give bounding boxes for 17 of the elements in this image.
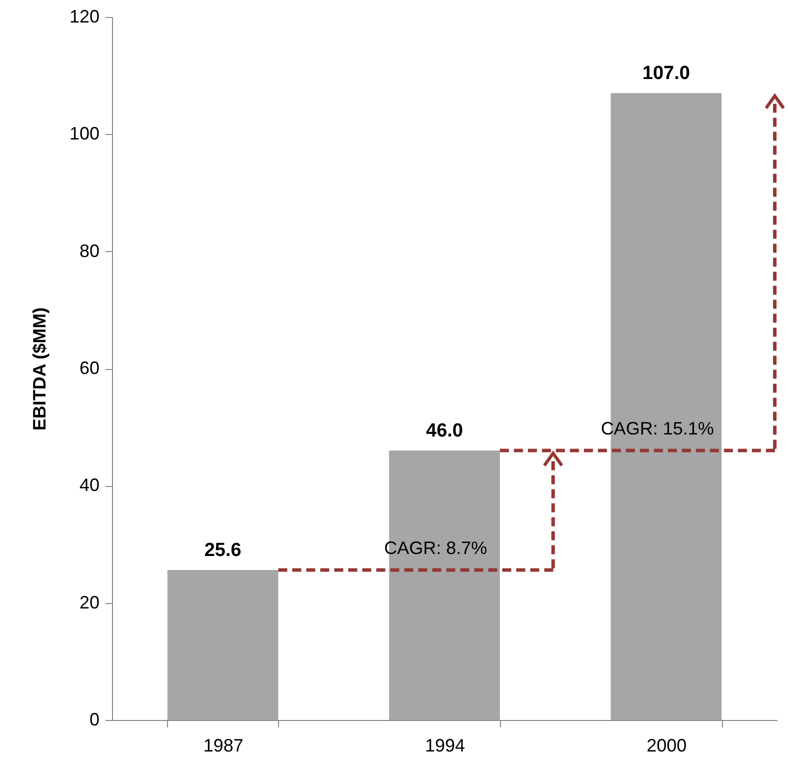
data-label: 46.0 xyxy=(426,420,463,442)
y-axis-title: EBITDA ($MM) xyxy=(29,307,50,431)
y-tick-label: 100 xyxy=(69,124,100,144)
annotation: CAGR: 8.7% xyxy=(384,538,488,558)
x-tick-label: 1987 xyxy=(203,736,244,756)
data-label: 25.6 xyxy=(204,540,242,562)
annotation: CAGR: 15.1% xyxy=(600,418,714,439)
x-tick-label: 1994 xyxy=(424,736,466,756)
y-tick-label: 20 xyxy=(79,592,100,612)
bar xyxy=(167,570,278,720)
y-tick-label: 0 xyxy=(89,710,100,730)
data-label: 107.0 xyxy=(642,63,690,84)
y-tick-label: 60 xyxy=(79,358,100,378)
y-tick-label: 40 xyxy=(79,475,100,496)
y-tick-label: 120 xyxy=(69,6,100,26)
y-tick-label: 80 xyxy=(79,240,100,261)
x-tick-label: 2000 xyxy=(646,736,687,756)
